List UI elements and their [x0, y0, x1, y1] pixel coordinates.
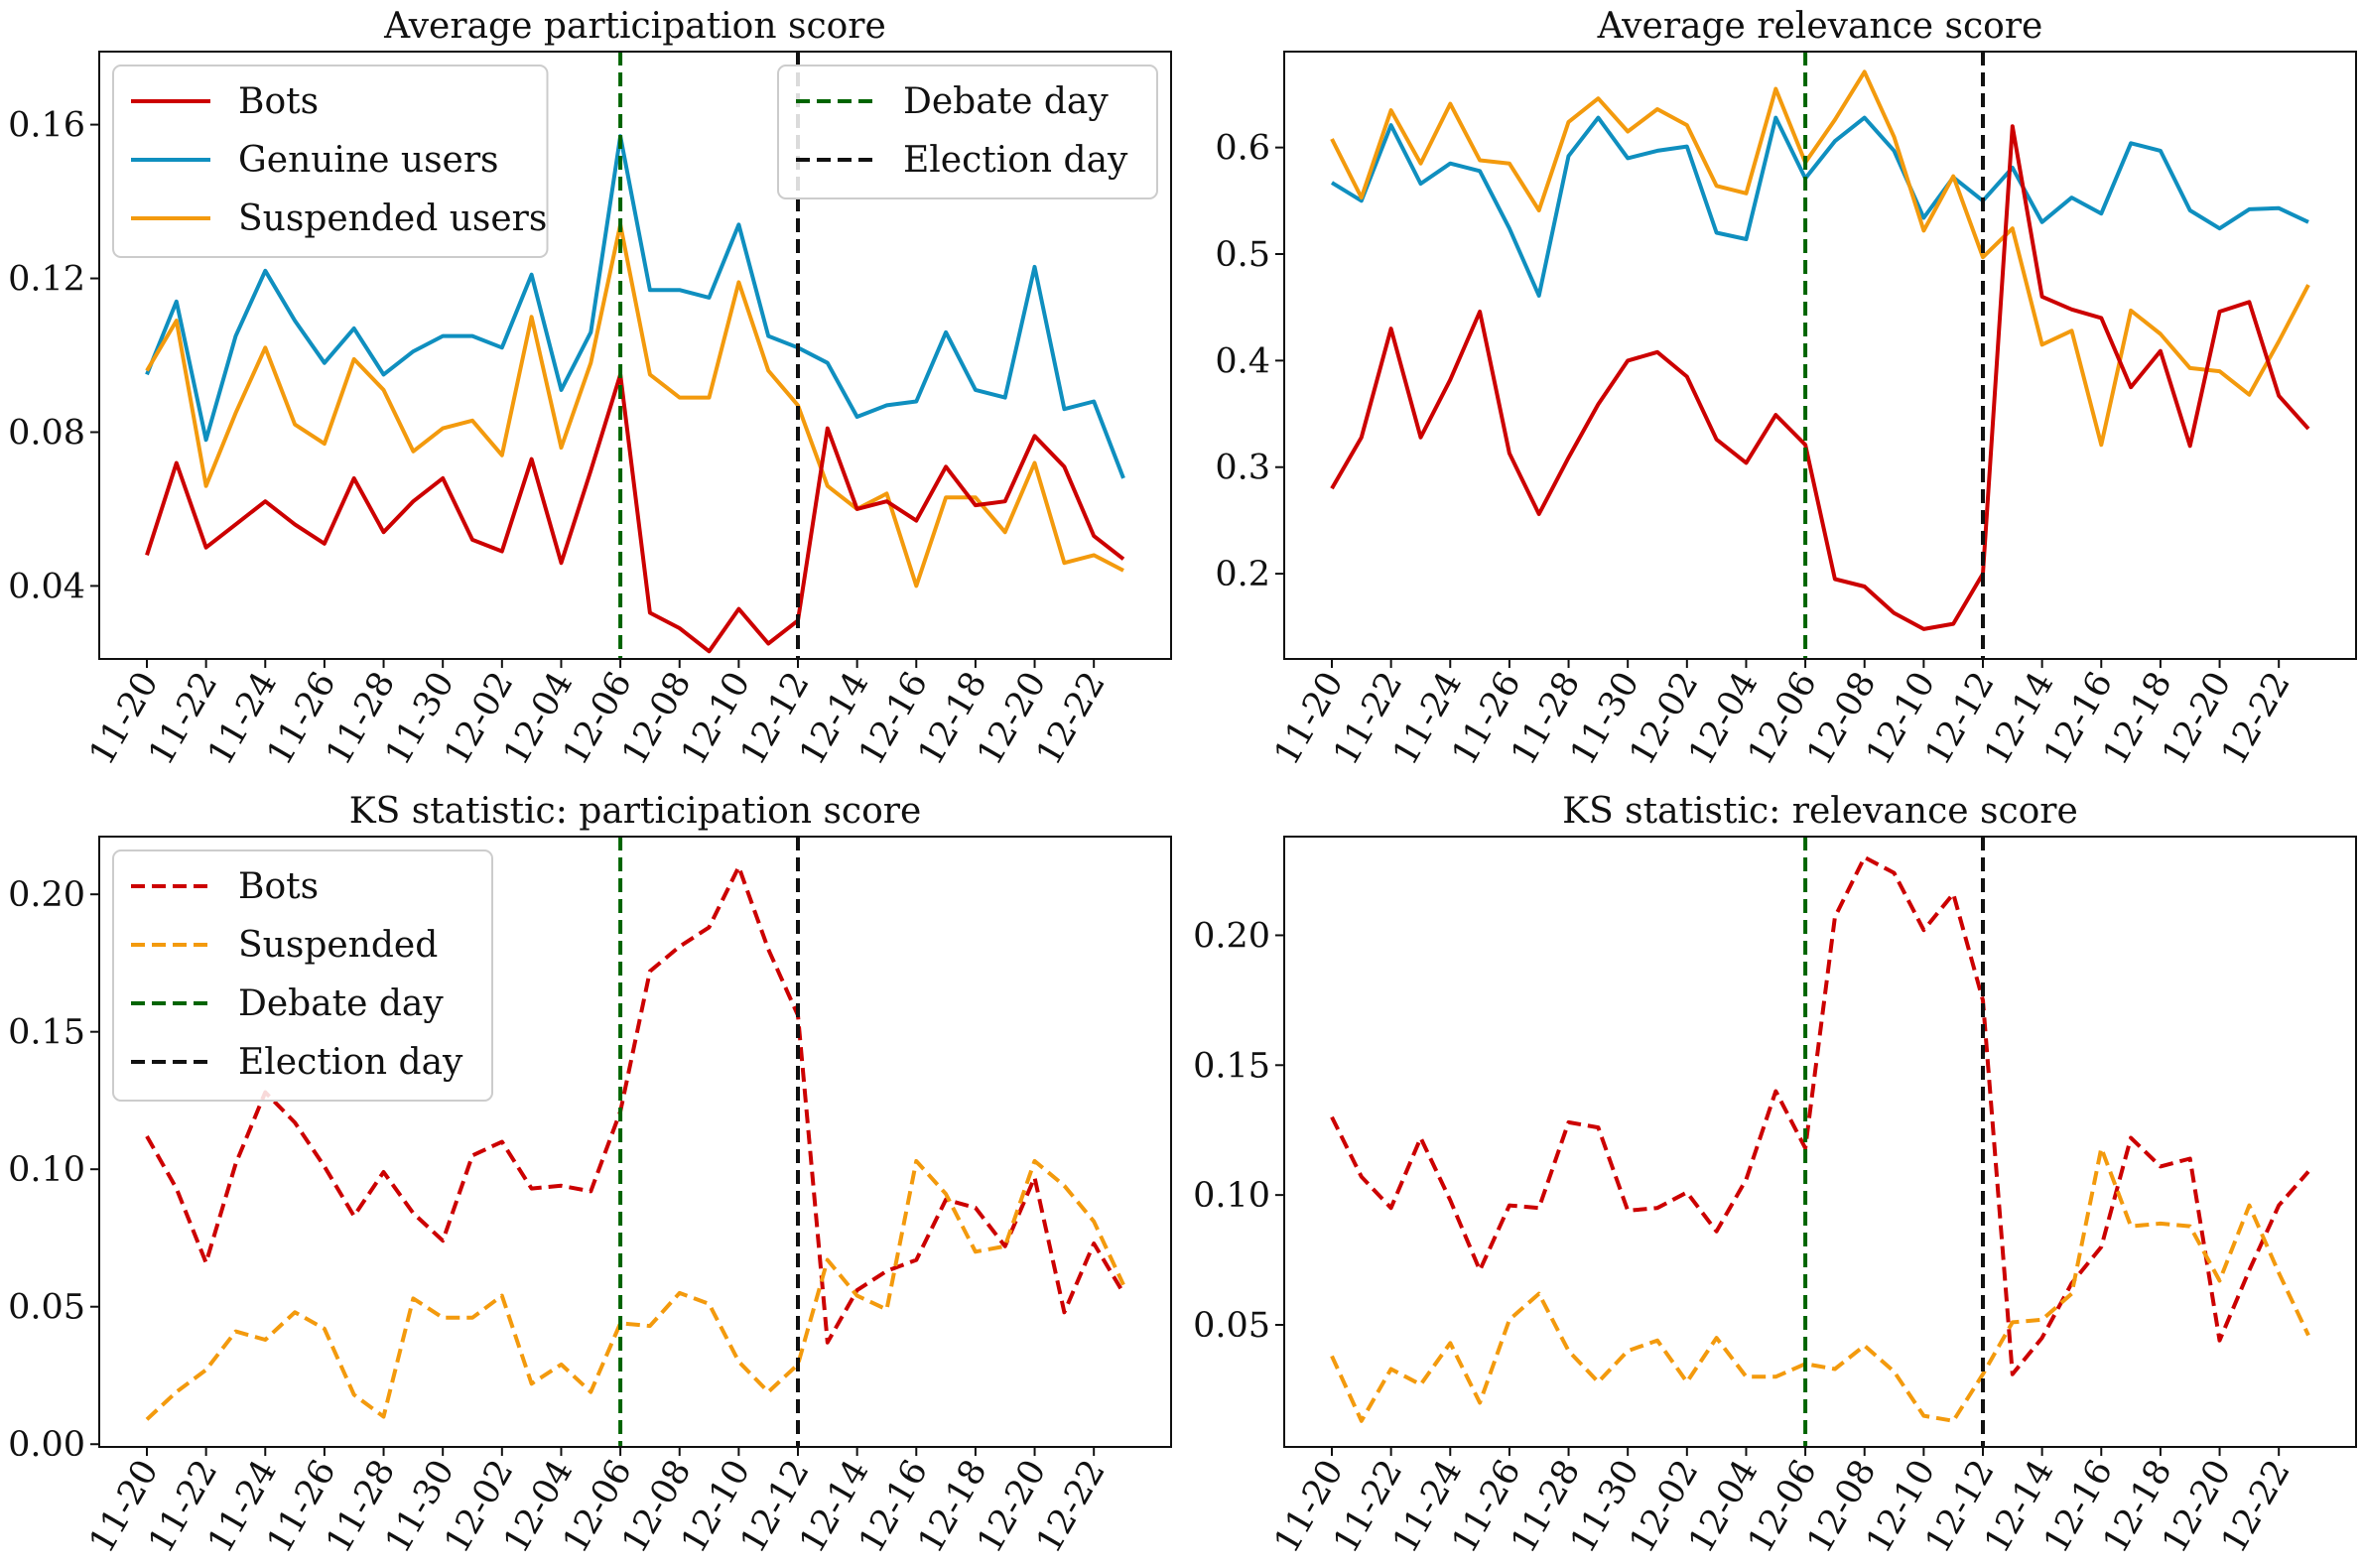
chart-panel-4: KS statistic: relevance score 0.05 0.10 0.1…	[1193, 791, 2357, 1560]
legend: Bots Genuine users Suspended users	[112, 65, 549, 258]
y-tick-label: 0.6	[1215, 129, 1270, 169]
plot-area-frame	[98, 51, 1172, 660]
y-tick-label: 0.08	[8, 413, 85, 453]
legend-label: Debate day	[903, 81, 1109, 122]
y-tick-label: 0.12	[8, 260, 85, 300]
legend-label: Bots	[238, 81, 319, 122]
chart-title: Average relevance score	[1597, 6, 2043, 47]
y-tick-label: 0.10	[1193, 1176, 1270, 1216]
plot-area-frame	[98, 836, 1172, 1448]
legend-box	[777, 65, 1158, 199]
y-tick-label: 0.4	[1215, 341, 1270, 381]
y-tick-label: 0.15	[1193, 1046, 1270, 1086]
legend-label: Genuine users	[238, 140, 499, 181]
series-line-bots	[145, 372, 1125, 654]
y-tick-label: 0.5	[1215, 235, 1270, 275]
series-line-suspended	[1330, 1146, 2310, 1423]
chart-title: Average participation score	[383, 6, 886, 47]
legend: Bots Suspended Debate day Election day	[112, 849, 493, 1102]
y-tick-label: 0.3	[1215, 449, 1270, 488]
y-tick-label: 0.15	[8, 1013, 85, 1053]
y-tick-label: 0.20	[8, 875, 85, 915]
legend-label: Election day	[238, 1042, 463, 1083]
y-tick-label: 0.10	[8, 1150, 85, 1190]
y-tick-label: 0.2	[1215, 555, 1270, 594]
series-line-genuine-users	[1330, 115, 2309, 298]
series-line-bots	[1330, 854, 2310, 1376]
legend-label: Suspended users	[238, 198, 547, 239]
plot-area-frame	[1283, 51, 2357, 660]
y-tick-label: 0.05	[8, 1288, 85, 1328]
y-tick-label: 0.00	[8, 1425, 85, 1465]
legend-label: Debate day	[238, 983, 444, 1024]
series-line-suspended	[145, 1158, 1125, 1421]
chart-panel-3: KS statistic: participation score 0.00 0.0…	[8, 791, 1172, 1560]
series-line-bots	[145, 864, 1125, 1345]
series-line-genuine-users	[145, 134, 1125, 479]
legend-box	[112, 849, 493, 1102]
legend: Debate day Election day	[777, 65, 1158, 199]
legend-label: Suspended	[238, 925, 438, 966]
y-tick-label: 0.04	[8, 567, 85, 606]
chart-panel-2: Average relevance score0.20.30.40.50.611…	[1215, 6, 2357, 772]
series-line-bots	[1330, 124, 2310, 631]
chart-title: KS statistic: relevance score	[1562, 791, 2078, 832]
series-line-suspended-users	[1330, 69, 2310, 448]
y-tick-label: 0.20	[1193, 916, 1270, 956]
legend-box	[112, 65, 549, 258]
y-tick-label: 0.05	[1193, 1306, 1270, 1346]
plot-area-frame	[1283, 836, 2357, 1448]
series-line-suspended-users	[145, 222, 1124, 588]
legend-label: Election day	[903, 140, 1128, 181]
chart-panel-1: Average participation score 0.04 0.08 0.12 0…	[8, 6, 1172, 772]
legend-label: Bots	[238, 866, 319, 907]
y-tick-label: 0.16	[8, 106, 85, 146]
chart-title: KS statistic: participation score	[349, 791, 922, 832]
